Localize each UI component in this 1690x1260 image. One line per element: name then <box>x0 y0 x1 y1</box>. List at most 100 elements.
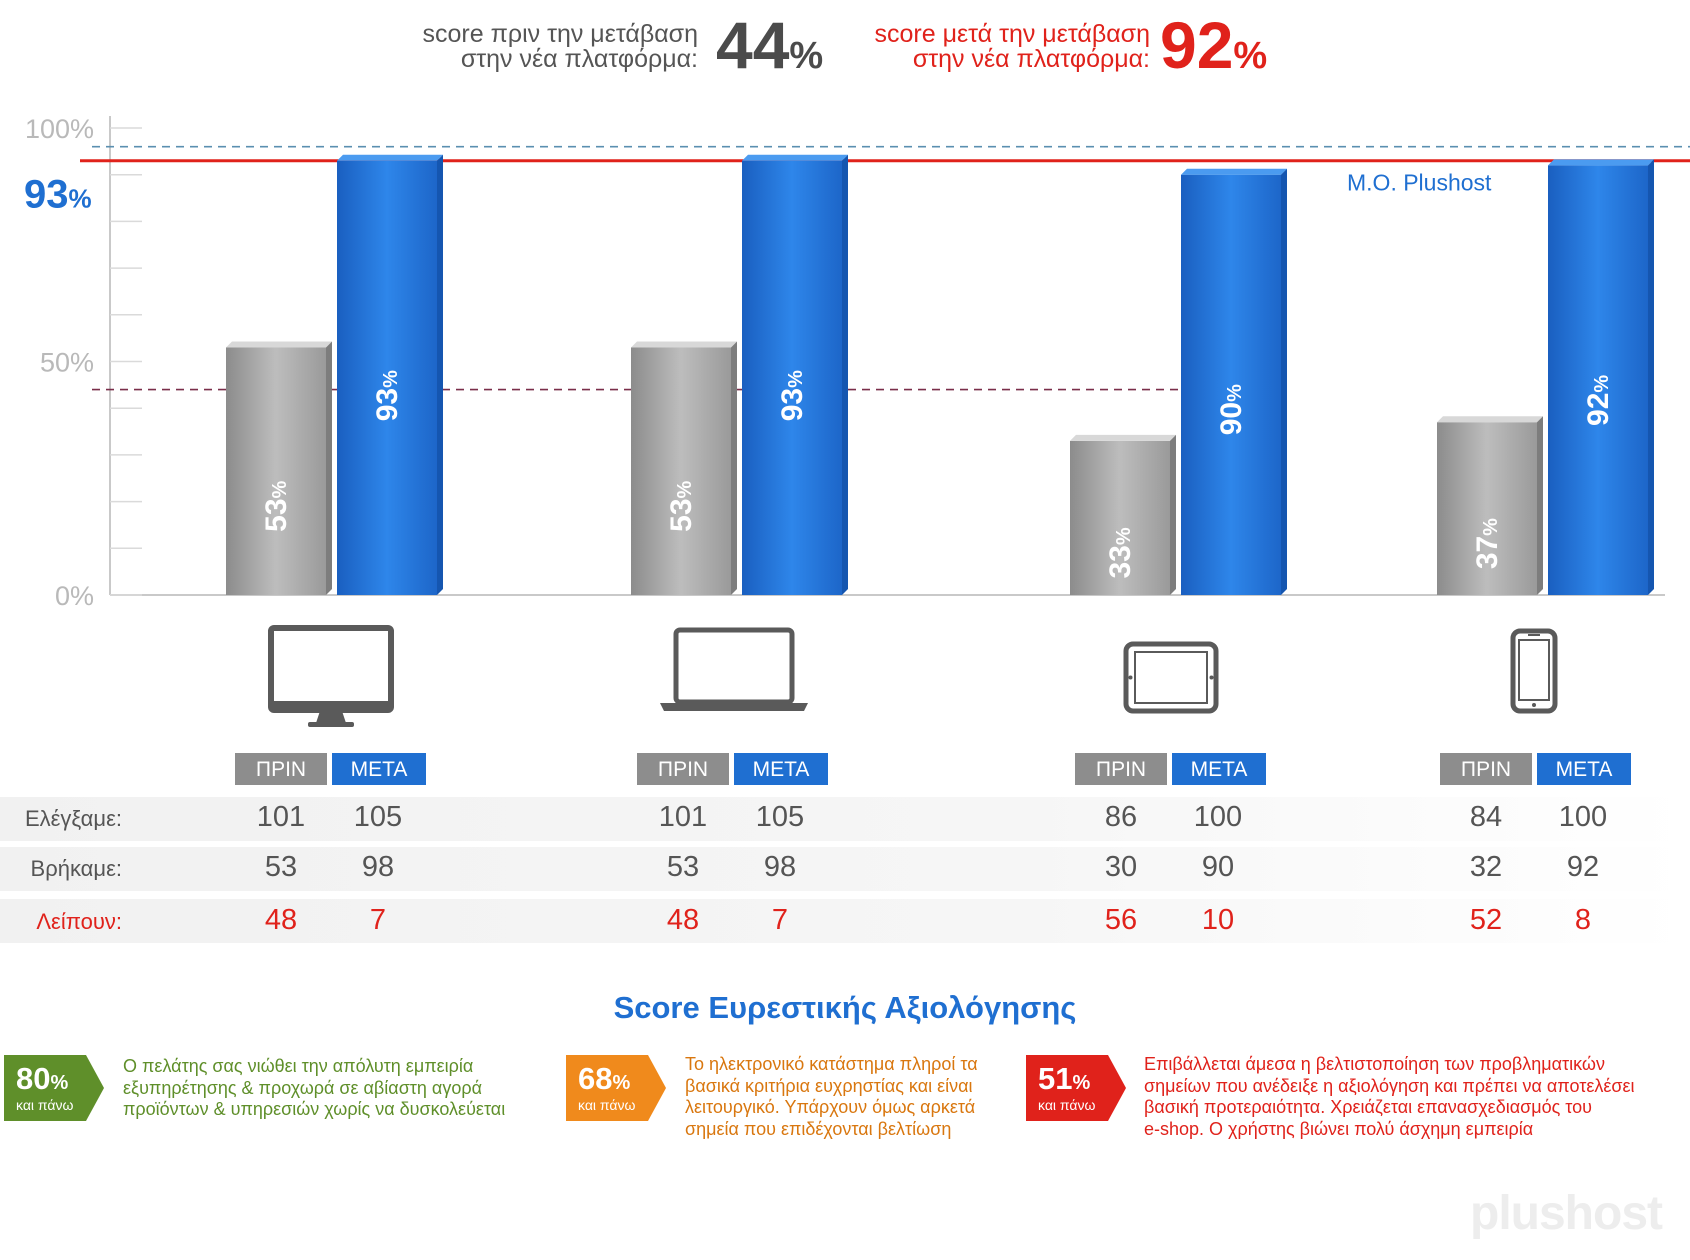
row-label-found: Βρήκαμε: <box>30 856 122 881</box>
badge-pct: % <box>50 1072 69 1094</box>
after-score-value: 92% <box>1160 12 1267 89</box>
bar-after: 93% <box>337 154 443 595</box>
table-row-checked-band <box>0 797 1690 841</box>
badge-value: 68 <box>578 1061 613 1096</box>
after-score-number: 92 <box>1160 8 1234 82</box>
bar-after-top <box>742 154 848 161</box>
row-label-missing: Λείπουν: <box>36 909 122 934</box>
badge-68: 68% και πάνω <box>566 1055 666 1121</box>
average-note-label: M.O. Plushost <box>1347 170 1492 196</box>
legend-line: σημείων που ανέδειξε η αξιολόγηση και πρ… <box>1144 1075 1635 1096</box>
legend-text-51: Επιβάλλεται άμεσα η βελτιστοποίηση των π… <box>1144 1054 1664 1140</box>
bar-before-value-label: 37% <box>1471 518 1504 569</box>
cell-checked-after: 100 <box>1193 801 1243 833</box>
bar-chart: 100% 50% 0% 93% M.O. Plushost 53% 93% 53% 93% 3… <box>24 114 1690 611</box>
badge-arrow-shape <box>1026 1055 1126 1121</box>
tag-before: ΠΡΙΝ <box>637 753 729 785</box>
legend-line: βασικά κριτήρια ευχρηστίας και είναι <box>685 1075 973 1096</box>
bar-before-front <box>631 347 731 595</box>
legend-line: Επιβάλλεται άμεσα η βελτιστοποίηση των π… <box>1144 1054 1605 1074</box>
cell-found-before: 53 <box>264 851 298 883</box>
bar-before-top <box>1437 416 1543 423</box>
legend-line: βασική προτεραιότητα. Χρειάζεται επανασχ… <box>1144 1097 1592 1117</box>
bar-before: 53% <box>226 341 332 595</box>
bar-after: 92% <box>1548 159 1654 596</box>
badge-value: 51 <box>1038 1061 1073 1096</box>
cell-found-after: 98 <box>763 851 797 883</box>
bar-after-front <box>1548 165 1648 596</box>
tag-after: ΜΕΤΑ <box>332 753 426 785</box>
bar-after-front <box>1181 174 1281 595</box>
bar-after-top <box>1548 159 1654 166</box>
cell-checked-before: 84 <box>1469 801 1503 833</box>
bar-after-top <box>1181 168 1287 175</box>
row-label-checked: Ελέγξαμε: <box>24 806 122 831</box>
legend-line: e-shop. Ο χρήστης βιώνει πολύ άσχημη εμπ… <box>1144 1118 1534 1139</box>
cell-checked-before: 101 <box>658 801 708 833</box>
cell-missing-before: 52 <box>1469 904 1503 936</box>
before-score-number: 44 <box>716 8 790 82</box>
plushost-watermark: plushost <box>1470 1187 1663 1240</box>
badge-sub: και πάνω <box>16 1097 74 1113</box>
bar-before-front <box>1070 440 1170 595</box>
cell-found-after: 92 <box>1566 851 1600 883</box>
table-row-found-band <box>0 847 1690 891</box>
average-value-label: 93% <box>24 173 92 217</box>
legend-line: προϊόντων & υπηρεσιών χωρίς να δυσκολεύε… <box>123 1099 506 1119</box>
bar-after-front <box>742 160 842 595</box>
badge-value: 80 <box>16 1061 51 1096</box>
bar-before-side <box>1170 434 1176 595</box>
cell-checked-before: 101 <box>256 801 306 833</box>
cell-checked-after: 105 <box>353 801 403 833</box>
legend-line: Ο πελάτης σας νιώθει την απόλυτη εμπειρί… <box>123 1056 474 1076</box>
badge-sub: και πάνω <box>578 1097 636 1113</box>
bar-after: 93% <box>742 154 848 595</box>
legend-line: σημεία που επιδέχονται βελτίωση <box>685 1118 952 1139</box>
badge-arrow-shape <box>4 1055 104 1121</box>
bar-after-value-label: 93% <box>371 370 404 421</box>
legend-line: Το ηλεκτρονικό κατάστημα πληροί τα <box>685 1054 978 1074</box>
smartphone-icon <box>1510 628 1558 714</box>
cell-checked-after: 105 <box>755 801 805 833</box>
legend-text-68: Το ηλεκτρονικό κατάστημα πληροί τα βασικ… <box>685 1054 1015 1140</box>
before-score-label-line1: score πριν την μετάβαση <box>422 20 698 48</box>
cell-missing-after: 7 <box>771 904 789 936</box>
bar-before-side <box>326 341 332 595</box>
badge-pct: % <box>612 1072 631 1094</box>
bar-before-top <box>1070 434 1176 441</box>
bar-before-top <box>631 341 737 348</box>
legend-line: λειτουργικό. Υπάρχουν όμως αρκετά <box>685 1097 976 1117</box>
bars: 53% 93% 53% 93% 33%90% 37% 92% <box>226 154 1654 596</box>
badge-pct: % <box>1072 1072 1091 1094</box>
y-tick-label: 50% <box>40 348 94 378</box>
cell-checked-before: 86 <box>1104 801 1138 833</box>
cell-found-before: 53 <box>666 851 700 883</box>
after-score-label-line1: score μετά την μετάβαση <box>874 20 1150 48</box>
before-score-value: 44% <box>716 12 823 89</box>
table-row-missing-band <box>0 899 1690 943</box>
y-tick-label: 0% <box>55 581 94 611</box>
bar-before: 53% <box>631 341 737 595</box>
bar-after-front <box>337 160 437 595</box>
cell-missing-before: 48 <box>666 904 700 936</box>
badge-arrow-shape <box>566 1055 666 1121</box>
tag-after: ΜΕΤΑ <box>734 753 828 785</box>
after-score-label-line2: στην νέα πλατφόρμα: <box>912 45 1150 73</box>
badge-sub: και πάνω <box>1038 1097 1096 1113</box>
laptop-icon <box>660 627 808 711</box>
after-score-pct: % <box>1233 35 1268 77</box>
legend-title: Score Ευρεστικής Αξιολόγησης <box>613 990 1077 1025</box>
bar-before-front <box>1437 422 1537 595</box>
y-tick-label: 100% <box>25 114 94 144</box>
tag-before: ΠΡΙΝ <box>1075 753 1167 785</box>
cell-missing-before: 56 <box>1104 904 1138 936</box>
bar-before: 33% <box>1070 434 1176 595</box>
desktop-icon <box>268 625 394 727</box>
before-score-label-line2: στην νέα πλατφόρμα: <box>460 45 698 73</box>
cell-found-before: 30 <box>1104 851 1138 883</box>
badge-51: 51% και πάνω <box>1026 1055 1126 1121</box>
tag-before: ΠΡΙΝ <box>235 753 327 785</box>
bar-before-front <box>226 347 326 595</box>
before-score-pct: % <box>789 35 824 77</box>
legend-line: εξυπηρέτησης & προχωρά σε αβίαστη αγορά <box>123 1077 482 1098</box>
